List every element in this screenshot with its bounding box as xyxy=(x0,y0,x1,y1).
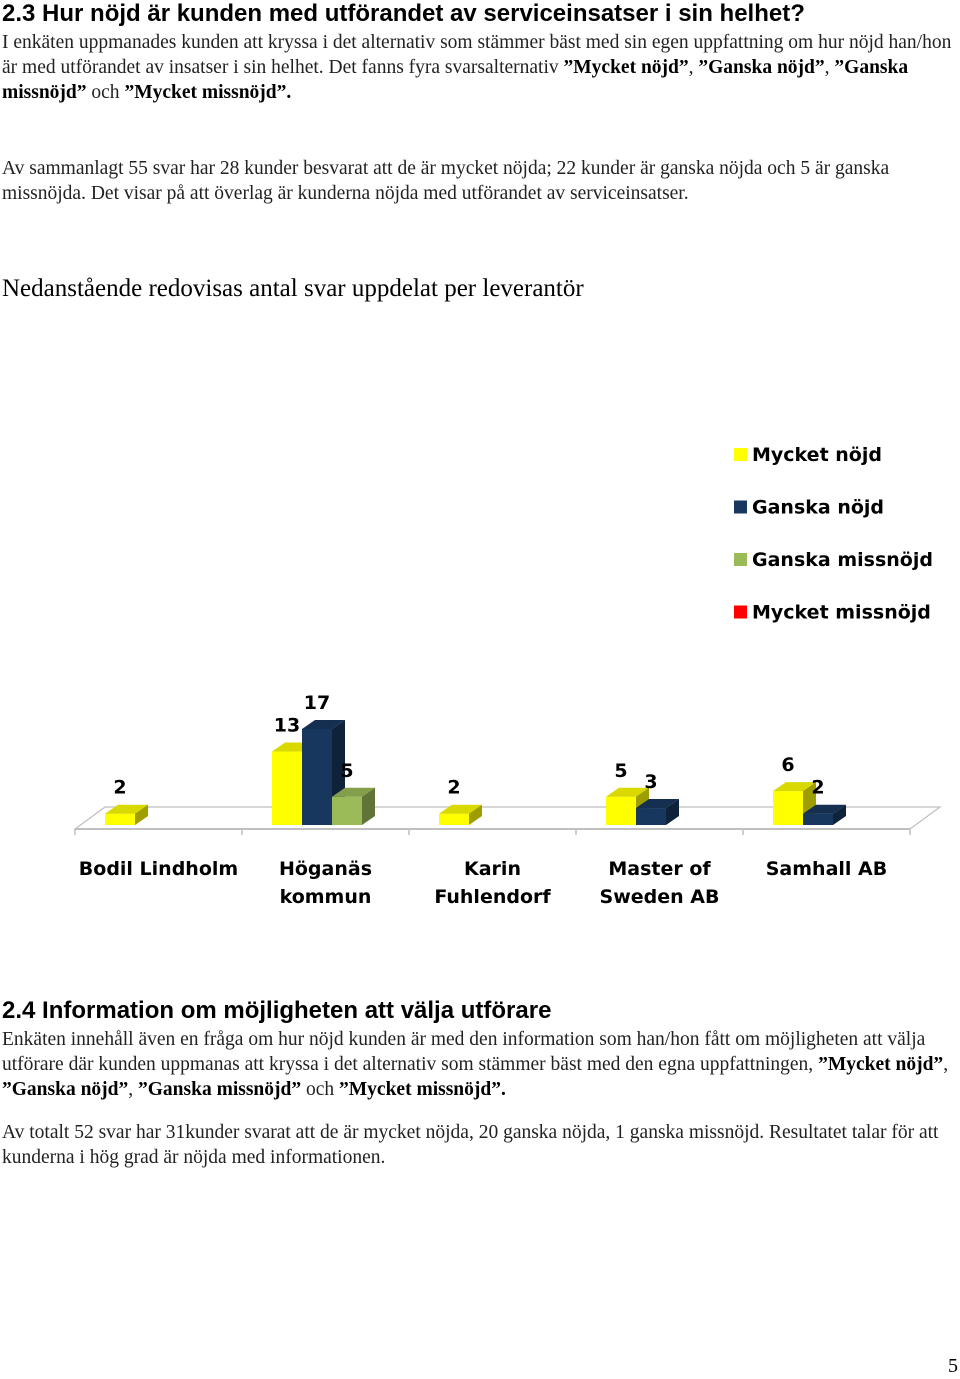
bar-top xyxy=(606,787,649,797)
category-label: Höganäs xyxy=(279,858,372,880)
legend-label: Mycket nöjd xyxy=(752,444,882,466)
bar-front xyxy=(302,728,332,825)
option-ganska-nojd: ”Ganska nöjd” xyxy=(2,1079,129,1100)
data-label: 5 xyxy=(614,760,627,782)
legend-label: Mycket missnöjd xyxy=(752,602,931,624)
data-label: 3 xyxy=(644,771,657,793)
data-label: 2 xyxy=(113,777,126,799)
category-label: Samhall AB xyxy=(766,858,887,880)
bar-front xyxy=(773,791,803,825)
legend-swatch xyxy=(734,448,747,461)
option-ganska-nojd: ”Ganska nöjd” xyxy=(698,57,825,78)
option-ganska-missnojd: ”Ganska missnöjd” xyxy=(2,57,909,103)
section-heading-2-4: 2.4 Information om möjligheten att välja… xyxy=(2,997,552,1024)
bar-top xyxy=(302,719,345,729)
category-label: Master of xyxy=(608,858,711,880)
option-mycket-nojd: ”Mycket nöjd” xyxy=(818,1054,944,1075)
category-label: Sweden AB xyxy=(600,886,720,908)
bar-front xyxy=(803,813,833,825)
page-number: 5 xyxy=(948,1355,958,1377)
option-mycket-missnojd: ”Mycket missnöjd”. xyxy=(124,82,292,103)
separator: och xyxy=(301,1079,340,1100)
bar-side xyxy=(833,804,846,825)
option-ganska-missnojd: ”Ganska missnöjd” xyxy=(138,1079,302,1100)
separator: och xyxy=(86,82,125,103)
option-mycket-nojd: ”Mycket nöjd” xyxy=(563,57,689,78)
bar-top xyxy=(773,782,816,792)
legend-swatch xyxy=(734,500,747,514)
section-2-3-paragraph-1: I enkäten uppmanades kunden att kryssa i… xyxy=(2,30,954,105)
bar-top xyxy=(332,787,375,797)
category-label: Bodil Lindholm xyxy=(79,858,238,880)
bar-front xyxy=(636,808,666,825)
bar-top xyxy=(439,804,482,814)
data-label: 17 xyxy=(304,692,330,714)
bar-front xyxy=(272,751,302,825)
paragraph-text: Enkäten innehåll även en fråga om hur nö… xyxy=(2,1029,926,1075)
section-2-4-paragraph-2: Av totalt 52 svar har 31kunder svarat at… xyxy=(2,1122,939,1168)
legend-swatch xyxy=(734,553,747,566)
legend-swatch xyxy=(734,605,747,619)
data-label: 2 xyxy=(811,777,824,799)
legend-label: Ganska nöjd xyxy=(752,497,884,519)
separator: , xyxy=(943,1054,949,1075)
data-label: 13 xyxy=(274,715,300,737)
bar-front xyxy=(332,796,362,825)
separator: , xyxy=(128,1079,139,1100)
bar-front xyxy=(439,813,469,825)
data-label: 5 xyxy=(340,760,353,782)
separator: , xyxy=(824,57,835,78)
bar-side xyxy=(469,804,482,825)
category-label: kommun xyxy=(280,886,372,908)
bar-side xyxy=(135,804,148,825)
paragraph-text: I enkäten uppmanades kunden att kryssa i… xyxy=(2,32,952,78)
category-label: Fuhlendorf xyxy=(434,886,551,908)
bar-top xyxy=(636,799,679,809)
category-label: Karin xyxy=(464,858,521,880)
section-2-3-paragraph-2: Av sammanlagt 55 svar har 28 kunder besv… xyxy=(2,158,890,204)
data-label: 2 xyxy=(447,777,460,799)
bar-side xyxy=(666,799,679,825)
bar-front xyxy=(105,813,135,825)
section-heading-2-3: 2.3 Hur nöjd är kunden med utförandet av… xyxy=(2,0,805,27)
separator: , xyxy=(688,57,699,78)
bar-front xyxy=(606,796,636,825)
chart-subheading: Nedanstående redovisas antal svar uppdel… xyxy=(2,275,584,302)
bar-side xyxy=(362,787,375,825)
option-mycket-missnojd: ”Mycket missnöjd”. xyxy=(339,1079,506,1100)
data-label: 6 xyxy=(781,754,794,776)
legend-label: Ganska missnöjd xyxy=(752,549,933,571)
section-2-4-paragraph-1: Enkäten innehåll även en fråga om hur nö… xyxy=(2,1027,954,1102)
bar-top xyxy=(803,804,846,814)
bar-top xyxy=(105,804,148,814)
